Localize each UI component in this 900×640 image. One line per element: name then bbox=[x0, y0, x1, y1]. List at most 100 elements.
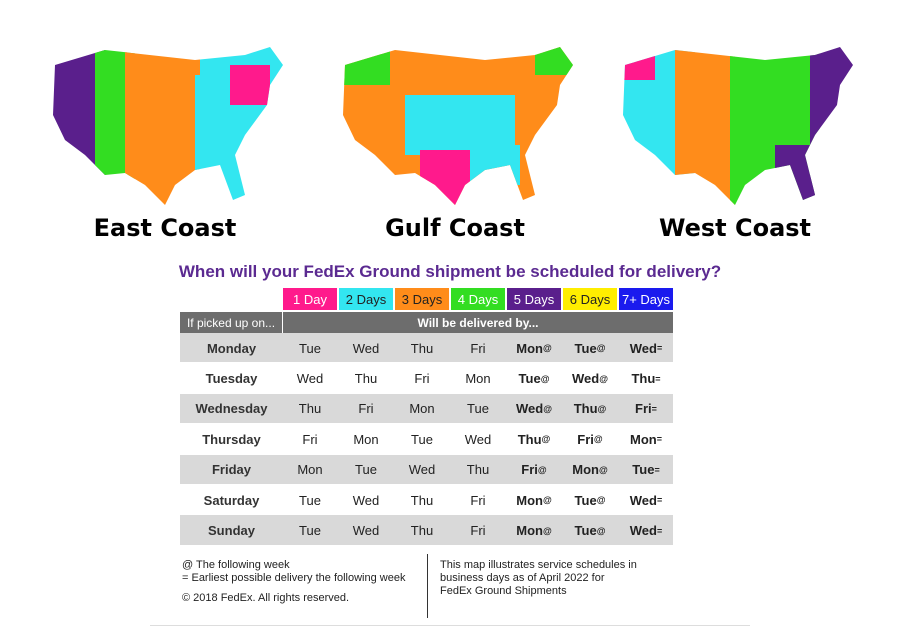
day-cell: Wed bbox=[464, 431, 492, 447]
row-bg bbox=[180, 333, 673, 364]
footnote-mark: @ bbox=[542, 343, 552, 354]
legend-item: 7+ Days bbox=[619, 288, 673, 310]
footnote-mark: @ bbox=[596, 525, 606, 536]
day-cell: Tue bbox=[299, 523, 321, 539]
day-text: Wed bbox=[516, 401, 544, 417]
day-cell: Mon @ bbox=[507, 515, 561, 545]
day-cell: Mon @ bbox=[507, 333, 561, 363]
day-cell: Tue @ bbox=[563, 485, 617, 515]
note: business days as of April 2022 for bbox=[440, 572, 605, 584]
footnote-mark: @ bbox=[599, 373, 608, 384]
day-cell: Wed = bbox=[619, 485, 673, 515]
day-cell: Fri bbox=[470, 492, 486, 508]
title: When will your FedEx Ground shipment be … bbox=[178, 262, 722, 281]
day-cell: Tue = bbox=[619, 455, 673, 485]
day-text: Wed bbox=[629, 492, 657, 508]
day-cell: Wed bbox=[352, 340, 380, 356]
day-cell: Tue @ bbox=[563, 333, 617, 363]
day-cell: Mon = bbox=[619, 424, 673, 454]
day-text: Tue bbox=[574, 492, 597, 508]
day-cell: Tue bbox=[411, 431, 433, 447]
day-cell: Fri @ bbox=[507, 455, 561, 485]
legend-item: 3 Days bbox=[395, 288, 449, 310]
footnote-mark: @ bbox=[543, 403, 552, 414]
map-label: East Coast bbox=[93, 214, 237, 242]
day-text: Mon bbox=[572, 462, 599, 478]
day-text: Mon bbox=[516, 523, 543, 539]
day-text: Wed bbox=[629, 523, 657, 539]
footnote-mark: @ bbox=[537, 464, 547, 475]
day-text: Tue bbox=[632, 462, 655, 478]
legend-item: 4 Days bbox=[451, 288, 505, 310]
day-cell: Thu = bbox=[619, 363, 673, 393]
map-label: Gulf Coast bbox=[385, 214, 525, 242]
day-cell: Fri = bbox=[619, 394, 673, 424]
divider bbox=[427, 554, 428, 618]
day-text: Mon bbox=[516, 340, 543, 356]
day-cell: Tue bbox=[355, 462, 377, 478]
day-cell: Tue @ bbox=[563, 515, 617, 545]
legend-item: 5 Days bbox=[507, 288, 561, 310]
day-cell: Thu bbox=[298, 401, 322, 417]
row-bg bbox=[180, 424, 673, 455]
day-cell: Wed @ bbox=[507, 394, 561, 424]
day-cell: Fri @ bbox=[563, 424, 617, 454]
day-text: Wed bbox=[572, 371, 600, 387]
day-cell: Tuesday bbox=[205, 371, 258, 387]
day-cell: Thu bbox=[354, 371, 378, 387]
footnote-mark: @ bbox=[597, 403, 607, 414]
day-cell: Thu bbox=[466, 462, 490, 478]
day-cell: Thu bbox=[410, 523, 434, 539]
row-bg bbox=[180, 515, 673, 546]
footnote-mark: = bbox=[655, 373, 661, 384]
day-text: Thu bbox=[573, 401, 598, 417]
footnote-mark: @ bbox=[596, 343, 606, 354]
day-cell: Mon bbox=[409, 401, 435, 417]
day-cell: Wed bbox=[296, 371, 324, 387]
header-cell: If picked up on... bbox=[180, 312, 283, 333]
day-cell: Wed bbox=[352, 492, 380, 508]
day-cell: Wed = bbox=[619, 515, 673, 545]
day-text: Fri bbox=[521, 462, 538, 478]
day-text: Tue bbox=[518, 371, 541, 387]
day-cell: Thu @ bbox=[507, 424, 561, 454]
day-cell: Wednesday bbox=[195, 401, 268, 417]
day-text: Thu bbox=[517, 431, 542, 447]
west-map bbox=[623, 47, 853, 205]
legend-item: 2 Days bbox=[339, 288, 393, 310]
footnote-mark: = bbox=[651, 403, 657, 414]
note: @ The following week bbox=[182, 559, 290, 571]
header-cell: Will be delivered by... bbox=[283, 312, 673, 333]
day-cell: Tue bbox=[299, 492, 321, 508]
maps bbox=[53, 47, 853, 205]
footnote-mark: @ bbox=[541, 434, 551, 445]
day-cell: Saturday bbox=[203, 492, 260, 508]
note: This map illustrates service schedules i… bbox=[440, 559, 637, 571]
footnote-mark: = bbox=[656, 343, 663, 354]
day-cell: Mon @ bbox=[563, 455, 617, 485]
note: FedEx Ground Shipments bbox=[440, 585, 567, 597]
footnote-mark: = bbox=[656, 495, 663, 506]
day-cell: Fri bbox=[470, 340, 486, 356]
footnote-mark: @ bbox=[596, 495, 606, 506]
footnote-mark: = bbox=[656, 434, 662, 445]
day-cell: Wed @ bbox=[563, 363, 617, 393]
day-cell: Friday bbox=[211, 462, 251, 478]
footnote-mark: @ bbox=[542, 525, 552, 536]
day-cell: Thursday bbox=[202, 431, 261, 447]
gulf-map bbox=[343, 47, 573, 205]
day-cell: Wed bbox=[352, 523, 380, 539]
footnote-mark: = bbox=[654, 464, 660, 475]
day-cell: Tue @ bbox=[507, 363, 561, 393]
day-cell: Fri bbox=[358, 401, 374, 417]
day-cell: Tue bbox=[467, 401, 489, 417]
day-cell: Monday bbox=[206, 340, 257, 356]
day-cell: Mon bbox=[465, 371, 491, 387]
note: © 2018 FedEx. All rights reserved. bbox=[182, 592, 350, 604]
day-cell: Fri bbox=[302, 431, 318, 447]
row-bg bbox=[180, 485, 673, 516]
day-text: Mon bbox=[516, 492, 543, 508]
row-bg bbox=[180, 363, 673, 394]
footnote-mark: @ bbox=[598, 464, 608, 475]
